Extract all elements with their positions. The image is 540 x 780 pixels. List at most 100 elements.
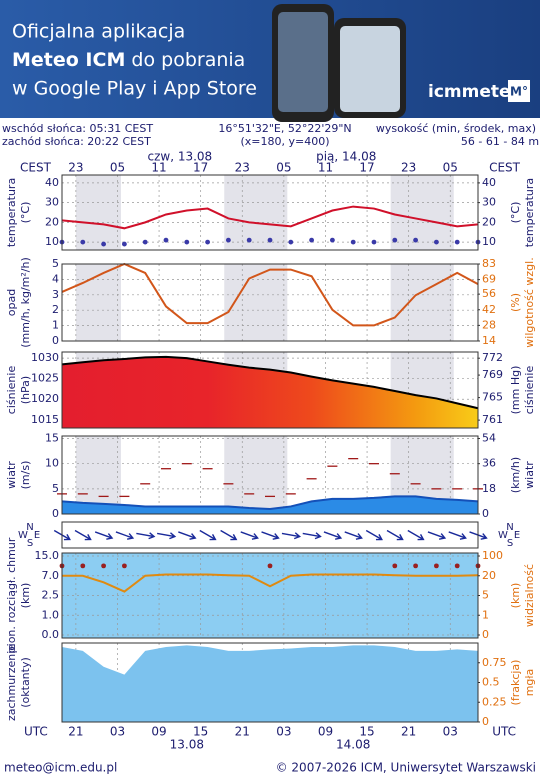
bottom-tick-label: 03: [443, 725, 458, 739]
y2-tick-label: 42: [482, 303, 496, 316]
y2-tick-label: 20: [482, 569, 496, 582]
sunrise: wschód słońca: 05:31 CEST: [2, 122, 153, 135]
night-band: [75, 175, 121, 250]
panel-frame: [61, 174, 479, 251]
top-date: pią, 14.08: [316, 150, 376, 164]
y-tick-label: 40: [45, 176, 59, 189]
banner-bold: Meteo ICM: [12, 49, 125, 71]
compass-letter: S: [27, 538, 33, 549]
y-axis-label: opad: [5, 289, 18, 316]
top-date: czw, 13.08: [148, 150, 213, 164]
wind-arrow: [344, 531, 363, 540]
series-dot: [434, 563, 439, 569]
y2-axis-label: (km): [509, 583, 522, 609]
y-axis-label: pion. rozciągł. chmur: [5, 537, 18, 653]
compass-letter: W: [18, 530, 28, 541]
y2-tick-label: 40: [482, 176, 496, 189]
bottom-date: 14.08: [336, 738, 370, 752]
top-tick-label: 17: [359, 161, 374, 175]
y2-tick-label: 69: [482, 273, 496, 286]
coords: 16°51'32"E, 52°22'29"N: [218, 122, 351, 135]
panel-frame: [61, 642, 479, 723]
panel-frame: [61, 263, 479, 342]
wind-arrow: [448, 531, 467, 540]
bottom-tick-label: 21: [68, 725, 83, 739]
y2-tick-label: 769: [482, 368, 503, 381]
series-line: [62, 573, 479, 593]
bottom-zone: UTC: [24, 725, 48, 739]
series-dot: [330, 237, 335, 243]
panel-frame: [61, 552, 479, 639]
y-tick-label: 0: [52, 334, 59, 347]
series-dot: [350, 239, 356, 245]
series-dot: [101, 241, 106, 247]
series-dot: [205, 239, 211, 245]
y2-axis-label: (°C): [509, 202, 522, 224]
phone-screen: [340, 26, 400, 112]
y2-tick-label: 765: [482, 391, 503, 404]
wind-arrow: [386, 529, 404, 541]
y2-tick-label: 0: [482, 628, 489, 641]
wind-arrow: [281, 532, 302, 540]
night-band: [390, 175, 454, 250]
footer-email[interactable]: meteo@icm.edu.pl: [4, 761, 117, 775]
y2-tick-label: 56: [482, 287, 496, 300]
elevation-title: wysokość (min, środek, max): [376, 122, 536, 135]
series-dot: [309, 237, 314, 243]
y2-tick-label: 28: [482, 318, 496, 331]
wind-arrow: [74, 529, 92, 541]
y-tick-label: 1025: [31, 372, 59, 385]
series-dot: [267, 237, 273, 243]
wind-arrow: [220, 529, 238, 541]
y2-axis-label: (mm Hg): [509, 366, 522, 415]
bottom-tick-label: 15: [193, 725, 208, 739]
night-band: [75, 436, 121, 514]
banner-line: Oficjalna aplikacja: [12, 21, 185, 43]
bottom-zone: UTC: [492, 725, 516, 739]
night-band: [390, 264, 454, 341]
y2-axis-label: temperatura: [523, 178, 536, 247]
elevation: 56 - 61 - 84 m: [461, 135, 539, 148]
grid-point: (x=180, y=400): [240, 135, 329, 148]
series-dot: [371, 239, 377, 245]
y2-tick-label: 18: [482, 482, 496, 495]
y2-tick-label: 14: [482, 334, 496, 347]
compass-letter: W: [498, 530, 508, 541]
y-axis-label: temperatura: [5, 178, 18, 247]
y2-tick-label: 0.75: [482, 656, 507, 669]
bottom-tick-label: 03: [110, 725, 125, 739]
panel-frame: [61, 435, 479, 515]
wind-arrow: [240, 531, 259, 540]
y-axis-label: zachmurzenie: [5, 644, 18, 721]
y2-axis-label: wiatr: [523, 461, 536, 489]
y-tick-label: 2.5: [42, 589, 60, 602]
y-tick-label: 2: [52, 303, 59, 316]
compass-letter: E: [514, 530, 520, 541]
y2-tick-label: 0.5: [482, 676, 500, 689]
footer-copyright: © 2007-2026 ICM, Uniwersytet Warszawski: [276, 761, 536, 775]
top-zone: CEST: [489, 161, 521, 175]
wind-arrow: [407, 529, 425, 541]
y2-axis-label: mgła: [523, 669, 536, 697]
banner[interactable]: [0, 0, 540, 118]
series-area: [62, 496, 478, 514]
y-tick-label: 15: [45, 432, 59, 445]
night-band: [75, 264, 121, 341]
compass-letter: N: [506, 522, 513, 533]
series-dot: [122, 563, 127, 569]
y2-axis-label: (%): [509, 293, 522, 312]
bottom-tick-label: 09: [151, 725, 166, 739]
wind-arrow: [199, 529, 217, 541]
phone-screen: [278, 12, 328, 112]
y-tick-label: 15.0: [35, 549, 60, 562]
banner-line: Meteo ICM do pobrania: [12, 49, 245, 71]
top-tick-label: 11: [151, 161, 166, 175]
banner-rest: do pobrania: [131, 49, 245, 71]
wind-arrow: [157, 532, 177, 540]
wind-arrow: [323, 531, 343, 540]
y-tick-label: 1015: [31, 413, 59, 426]
y-tick-label: 7.0: [42, 569, 60, 582]
y2-axis-label: (km/h): [509, 457, 522, 493]
series-dot: [392, 563, 398, 569]
